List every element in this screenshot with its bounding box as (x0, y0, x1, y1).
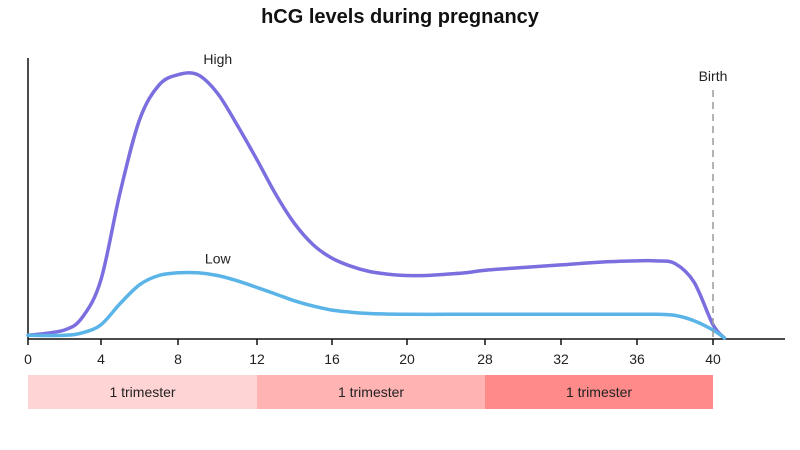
series-layer: High Low (26, 51, 727, 340)
x-tick-label: 8 (174, 351, 182, 367)
trimester-band (28, 375, 257, 409)
birth-marker-label: Birth (699, 68, 728, 84)
trimester-bands: 1 trimester 1 trimester 1 trimester (28, 375, 713, 409)
trimester-band (257, 375, 485, 409)
x-tick-label: 20 (399, 351, 415, 367)
x-tick-label: 16 (324, 351, 340, 367)
trimester-band-label: 1 trimester (566, 384, 632, 400)
trimester-band (485, 375, 713, 409)
x-tick-label: 32 (553, 351, 569, 367)
chart-title: hCG levels during pregnancy (261, 6, 539, 28)
x-tick-label: 40 (705, 351, 721, 367)
trimester-band-label: 1 trimester (109, 384, 175, 400)
series-label-low: Low (205, 251, 232, 267)
x-tick-label: 4 (97, 351, 105, 367)
annotation-layer: Birth (699, 68, 728, 339)
x-tick-label: 0 (24, 351, 32, 367)
series-label-high: High (203, 51, 232, 67)
x-tick-label: 28 (477, 351, 493, 367)
series-line-high (26, 71, 727, 340)
series-line-low (26, 270, 727, 340)
trimester-band-label: 1 trimester (338, 384, 404, 400)
x-tick-label: 36 (629, 351, 645, 367)
x-tick-label: 12 (249, 351, 265, 367)
axes: 0 4 8 12 16 20 28 32 36 40 (24, 58, 785, 367)
